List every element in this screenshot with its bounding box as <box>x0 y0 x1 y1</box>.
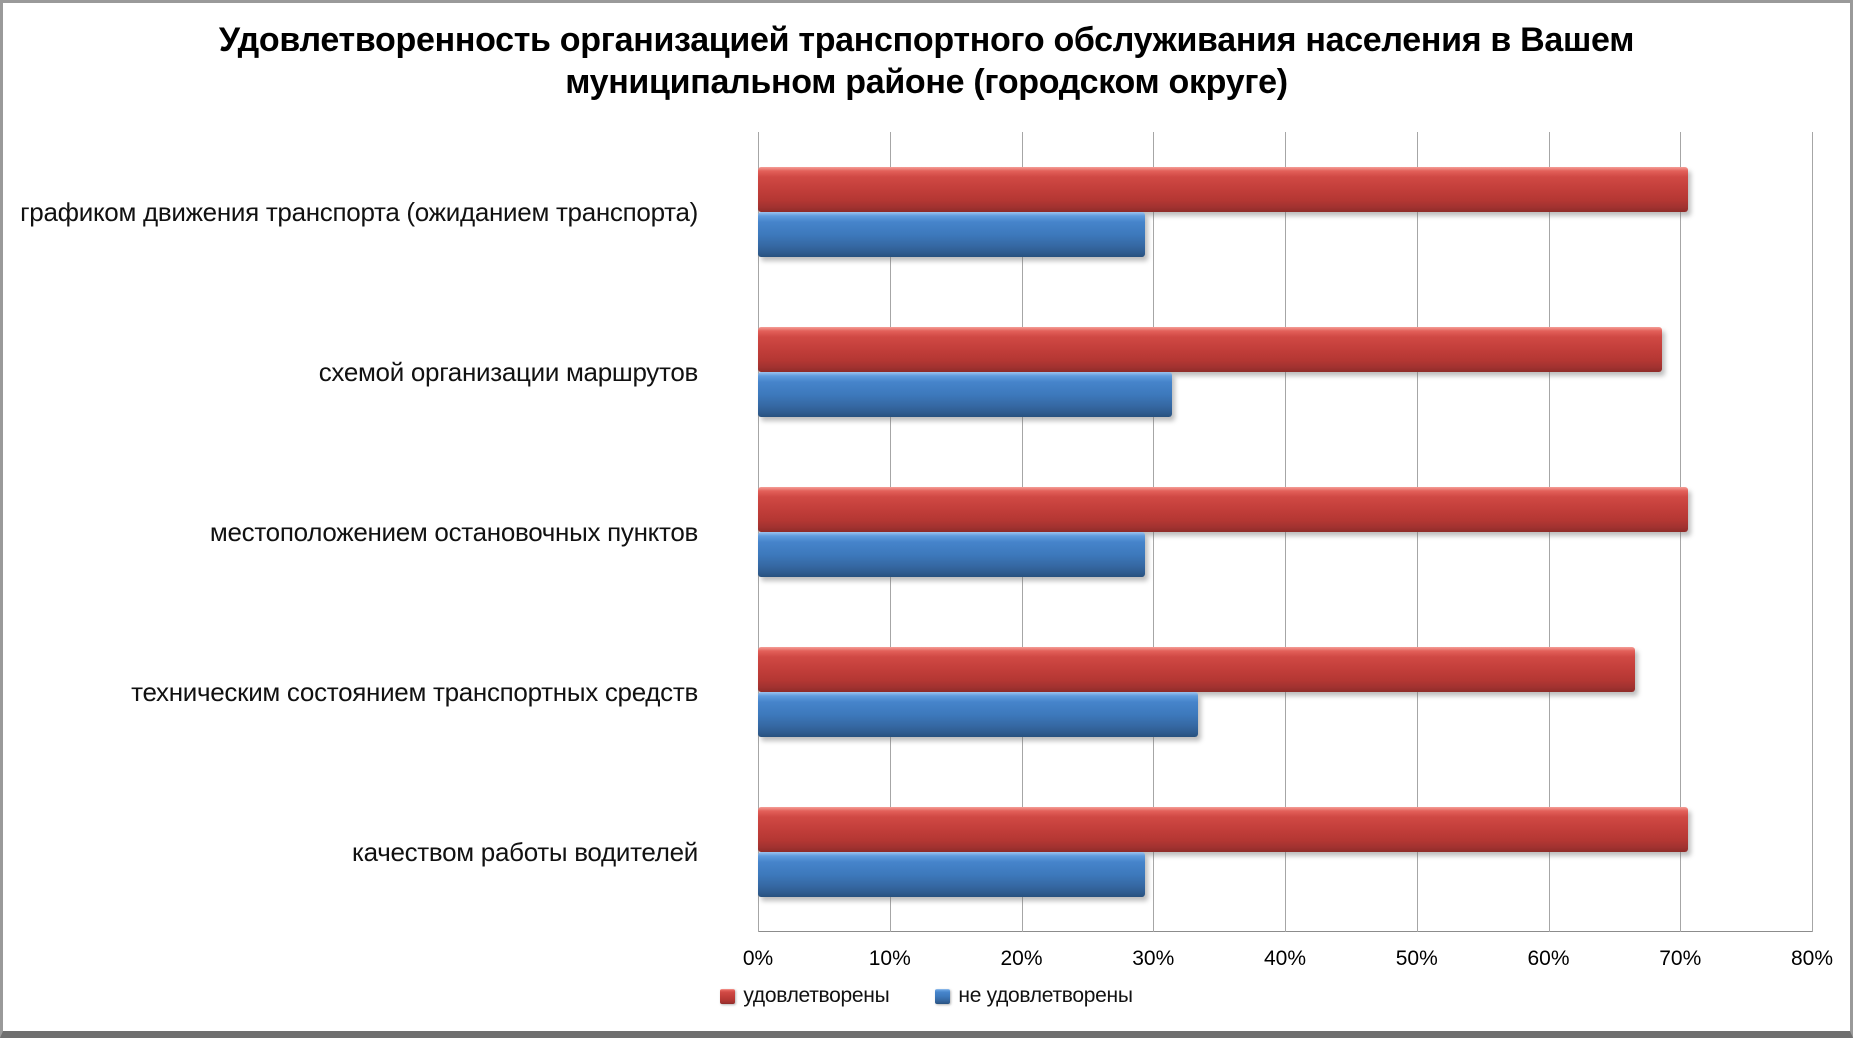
bar-group <box>758 452 1812 612</box>
legend-swatch-icon <box>720 988 736 1004</box>
x-tick-label: 10% <box>868 947 911 970</box>
x-tick-label: 60% <box>1527 947 1570 970</box>
category-label: местоположением остановочных пунктов <box>209 516 698 547</box>
x-tick-label: 30% <box>1132 947 1175 970</box>
bar-unsatisfied <box>758 212 1146 257</box>
x-tick-label: 0% <box>742 947 774 970</box>
chart-title-line1: Удовлетворенность организацией транспорт… <box>218 21 1635 59</box>
x-tick-label: 40% <box>1263 947 1307 970</box>
x-tick-label: 80% <box>1790 947 1834 970</box>
gridline <box>1153 132 1155 932</box>
gridline <box>1680 132 1682 932</box>
gridline <box>1812 132 1813 932</box>
legend-label: не удовлетворены <box>958 984 1133 1007</box>
category-label: графиком движения транспорта (ожиданием … <box>20 196 698 227</box>
bar-group <box>758 772 1812 932</box>
x-tick-label: 20% <box>1000 947 1043 970</box>
bar-satisfied <box>758 167 1689 212</box>
category-labels: графиком движения транспорта (ожиданием … <box>3 132 728 932</box>
bar-unsatisfied <box>758 372 1172 417</box>
chart-title-line2: муниципальном районе (городском округе) <box>565 63 1288 101</box>
bar-unsatisfied <box>758 692 1199 737</box>
x-tick-label: 50% <box>1395 947 1438 970</box>
bar-satisfied <box>758 487 1689 532</box>
gridline <box>1285 132 1286 932</box>
bar-satisfied <box>758 647 1636 692</box>
bar-unsatisfied <box>758 532 1146 577</box>
chart-title: Удовлетворенность организацией транспорт… <box>3 19 1850 103</box>
legend: удовлетворены не удовлетворены <box>3 984 1850 1008</box>
x-tick-label: 70% <box>1659 947 1702 970</box>
bar-group <box>758 612 1812 772</box>
legend-label: удовлетворены <box>743 984 890 1007</box>
category-label: схемой организации маршрутов <box>318 356 699 387</box>
legend-item: удовлетворены <box>720 984 890 1008</box>
legend-item: не удовлетворены <box>935 984 1133 1008</box>
x-axis-labels: 0% 10% 20% 30% 40% 50% 60% 70% 80% <box>743 947 1833 977</box>
bar-group <box>758 292 1812 452</box>
bar-satisfied <box>758 327 1662 372</box>
bar-group <box>758 132 1812 292</box>
plot-area <box>758 132 1813 932</box>
bar-unsatisfied <box>758 852 1146 897</box>
gridline <box>1548 132 1550 932</box>
legend-swatch-icon <box>935 988 951 1004</box>
bar-satisfied <box>758 807 1689 852</box>
gridline <box>1416 132 1418 932</box>
category-label: качеством работы водителей <box>351 836 698 867</box>
category-label: техническим состоянием транспортных сред… <box>131 676 698 707</box>
